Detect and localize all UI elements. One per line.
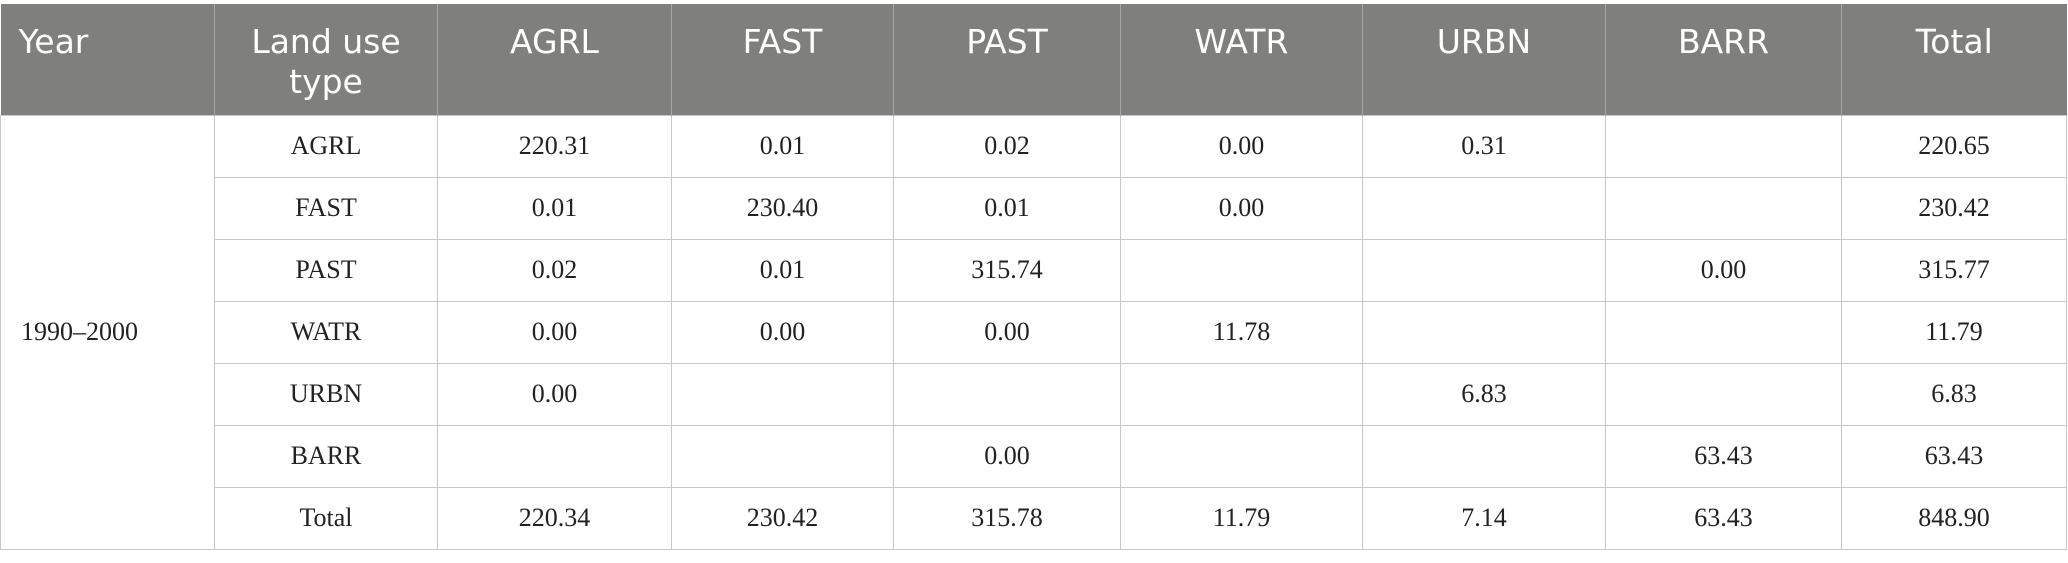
value-cell: 63.43 — [1605, 424, 1842, 488]
value-cell: 220.65 — [1841, 114, 2067, 178]
value-cell: 11.79 — [1120, 486, 1363, 550]
value-cell: 0.01 — [671, 238, 894, 302]
table-row: 1990–2000 AGRL 220.31 0.01 0.02 0.00 0.31 220.6… — [0, 114, 2067, 550]
value-cell: 0.02 — [437, 238, 672, 302]
empty-cell — [1605, 362, 1842, 426]
empty-cell — [1362, 238, 1606, 302]
value-cell: 11.79 — [1841, 300, 2067, 364]
empty-cell — [1120, 424, 1363, 488]
empty-cell — [1362, 176, 1606, 240]
row-label: FAST — [214, 176, 438, 240]
value-cell: 0.00 — [1120, 114, 1363, 178]
header-cell: Year — [0, 4, 215, 115]
value-cell: 0.01 — [671, 114, 894, 178]
header-cell: Total — [1841, 4, 2067, 115]
row-label: WATR — [214, 300, 438, 364]
header-cell: BARR — [1605, 4, 1842, 115]
value-cell: 6.83 — [1362, 362, 1606, 426]
header-cell: WATR — [1120, 4, 1363, 115]
empty-cell — [1120, 362, 1363, 426]
page: Year Land use type AGRL FAST PAST WATR URBN BAR… — [0, 4, 2068, 563]
value-cell: 220.34 — [437, 486, 672, 550]
header-cell: Land use type — [214, 4, 438, 115]
value-cell: 230.40 — [671, 176, 894, 240]
header-cell: PAST — [893, 4, 1121, 115]
empty-cell — [1605, 300, 1842, 364]
value-cell: 0.02 — [893, 114, 1121, 178]
value-cell: 7.14 — [1362, 486, 1606, 550]
row-label: BARR — [214, 424, 438, 488]
row-label: Total — [214, 486, 438, 550]
header-cell: URBN — [1362, 4, 1606, 115]
value-cell: 220.31 — [437, 114, 672, 178]
table-row: WATR 0.00 0.00 0.00 11.78 11.79 — [1, 300, 2067, 364]
empty-cell — [671, 362, 894, 426]
empty-cell — [1605, 176, 1842, 240]
table-row: URBN 0.00 6.83 6.83 — [1, 362, 2067, 426]
value-cell: 0.00 — [1605, 238, 1842, 302]
empty-cell — [893, 362, 1121, 426]
empty-cell — [1362, 300, 1606, 364]
row-label: AGRL — [214, 114, 438, 178]
value-cell: 0.00 — [1120, 176, 1363, 240]
year-cell: 1990–2000 — [0, 114, 215, 550]
row-label: URBN — [214, 362, 438, 426]
table-row: FAST 0.01 230.40 0.01 0.00 230.42 — [1, 176, 2067, 240]
empty-cell — [1605, 114, 1842, 178]
table-row: Total 220.34 230.42 315.78 11.79 7.14 63.43 848… — [1, 486, 2067, 550]
value-cell: 848.90 — [1841, 486, 2067, 550]
value-cell: 63.43 — [1841, 424, 2067, 488]
header-cell: FAST — [671, 4, 894, 115]
value-cell: 315.78 — [893, 486, 1121, 550]
value-cell: 0.00 — [437, 300, 672, 364]
value-cell: 63.43 — [1605, 486, 1842, 550]
empty-cell — [1120, 238, 1363, 302]
value-cell: 315.77 — [1841, 238, 2067, 302]
table-row: BARR 0.00 63.43 63.43 — [1, 424, 2067, 488]
value-cell: 0.31 — [1362, 114, 1606, 178]
empty-cell — [671, 424, 894, 488]
value-cell: 0.01 — [893, 176, 1121, 240]
value-cell: 0.00 — [671, 300, 894, 364]
value-cell: 0.00 — [893, 300, 1121, 364]
value-cell: 0.00 — [437, 362, 672, 426]
empty-cell — [437, 424, 672, 488]
empty-cell — [1362, 424, 1606, 488]
value-cell: 315.74 — [893, 238, 1121, 302]
value-cell: 0.00 — [893, 424, 1121, 488]
table-row: PAST 0.02 0.01 315.74 0.00 315.77 — [1, 238, 2067, 302]
value-cell: 11.78 — [1120, 300, 1363, 364]
header-cell: AGRL — [437, 4, 672, 115]
data-table: Year Land use type AGRL FAST PAST WATR URBN BAR… — [0, 4, 2067, 550]
value-cell: 0.01 — [437, 176, 672, 240]
header-row: Year Land use type AGRL FAST PAST WATR URBN BAR… — [0, 4, 2067, 115]
value-cell: 230.42 — [1841, 176, 2067, 240]
value-cell: 6.83 — [1841, 362, 2067, 426]
row-label: PAST — [214, 238, 438, 302]
value-cell: 230.42 — [671, 486, 894, 550]
table-body: 1990–2000 AGRL 220.31 0.01 0.02 0.00 0.31 220.6… — [0, 114, 2067, 550]
